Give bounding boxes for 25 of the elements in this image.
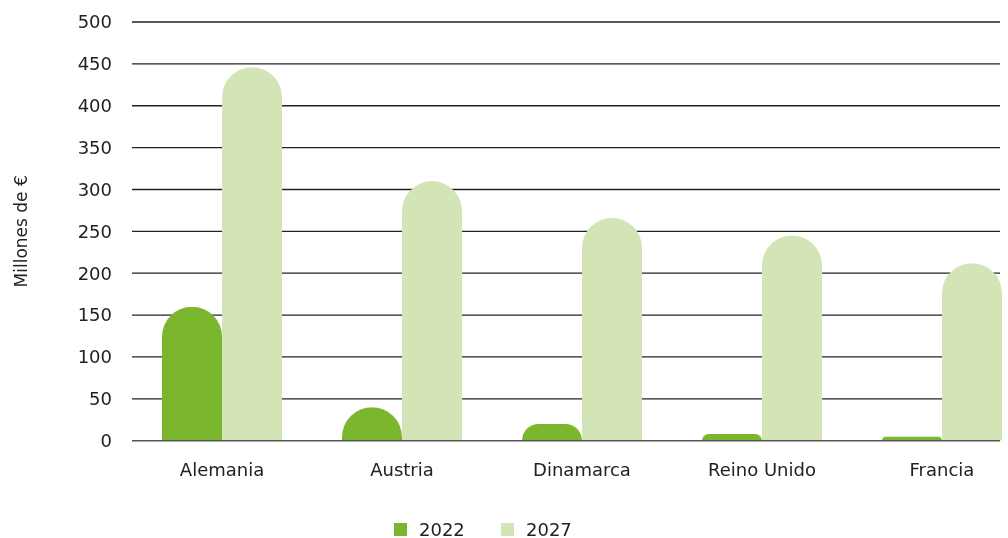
bar: [941, 263, 1002, 441]
y-tick-label: 250: [77, 220, 112, 242]
x-tick-label: Austria: [370, 459, 434, 480]
bar: [222, 67, 283, 441]
y-tick-label: 150: [77, 304, 112, 326]
y-tick-label: 100: [77, 346, 112, 368]
y-tick-label: 50: [89, 388, 112, 410]
y-tick-label: 400: [77, 95, 112, 117]
legend-label: 2022: [419, 519, 465, 538]
bar: [402, 181, 463, 441]
x-tick-label: Reino Unido: [708, 459, 816, 480]
x-tick-label: Dinamarca: [533, 459, 631, 480]
bar: [761, 235, 823, 441]
legend-label: 2027: [526, 519, 572, 538]
y-tick-label: 500: [77, 11, 112, 33]
bar: [162, 306, 223, 441]
y-tick-label: 350: [77, 136, 112, 158]
y-tick-label: 0: [100, 430, 112, 451]
x-tick-label: Alemania: [179, 459, 265, 480]
x-tick-label: Francia: [909, 459, 975, 480]
y-axis-title: Millones de €: [11, 175, 31, 288]
y-tick-label: 450: [77, 53, 112, 75]
bar: [582, 217, 643, 441]
y-tick-label: 300: [77, 178, 112, 200]
y-tick-label: 200: [77, 262, 112, 284]
